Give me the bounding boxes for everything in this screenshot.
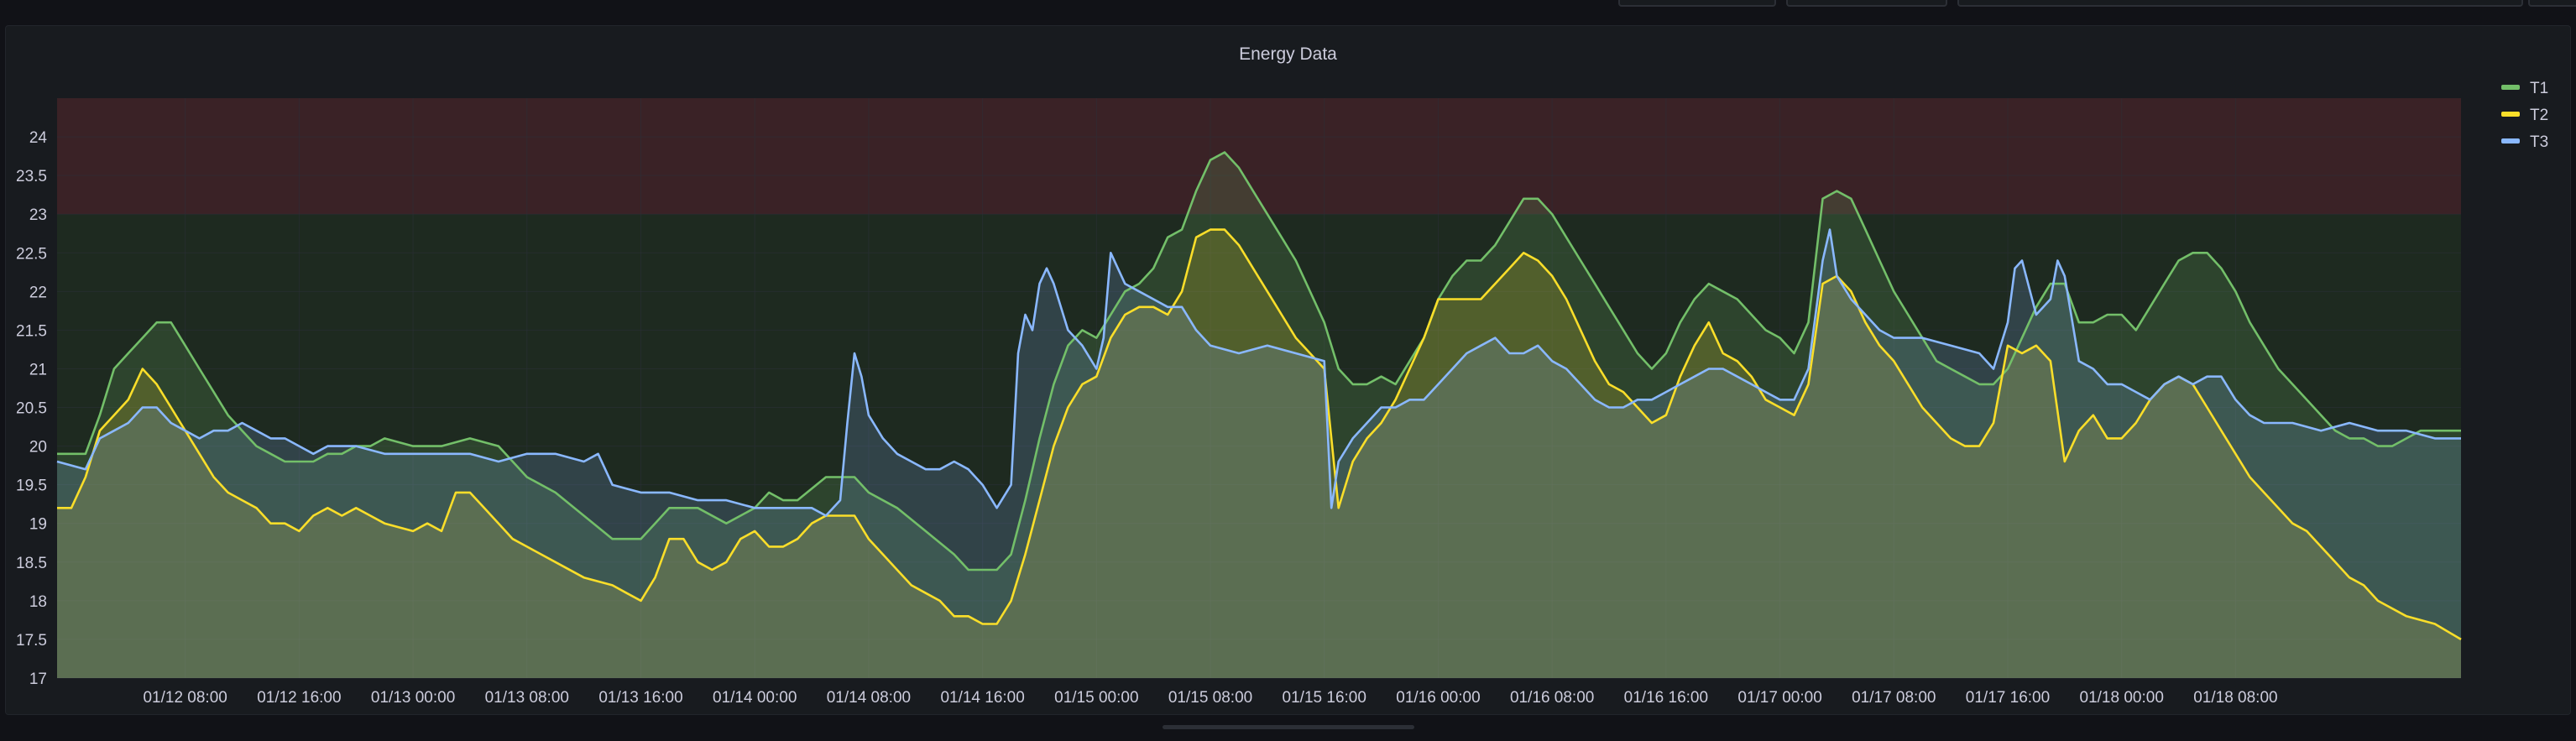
variable-input[interactable] [1957,0,2523,7]
top-toolbar [0,0,2576,20]
refresh-picker[interactable] [1786,0,1947,7]
time-range-picker[interactable] [1618,0,1776,7]
chart-panel: Energy Data [5,25,2571,715]
horizontal-scrollbar[interactable] [1163,725,1414,729]
panel-title: Energy Data [1239,44,1337,64]
toolbar-button[interactable] [2528,0,2576,7]
